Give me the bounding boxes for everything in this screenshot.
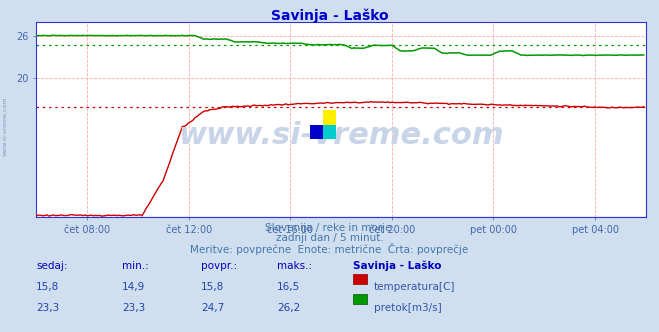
Bar (323, 124, 336, 139)
Text: pretok[m3/s]: pretok[m3/s] (374, 303, 442, 313)
Text: 24,7: 24,7 (201, 303, 224, 313)
Bar (310, 124, 323, 139)
Text: Meritve: povprečne  Enote: metrične  Črta: povprečje: Meritve: povprečne Enote: metrične Črta:… (190, 243, 469, 255)
Text: sedaj:: sedaj: (36, 261, 68, 271)
Text: 14,9: 14,9 (122, 282, 145, 292)
Text: 15,8: 15,8 (201, 282, 224, 292)
Bar (323, 110, 336, 124)
Text: Slovenija / reke in morje.: Slovenija / reke in morje. (264, 223, 395, 233)
Text: 23,3: 23,3 (36, 303, 59, 313)
Text: 23,3: 23,3 (122, 303, 145, 313)
Text: zadnji dan / 5 minut.: zadnji dan / 5 minut. (275, 233, 384, 243)
Text: www.si-vreme.com: www.si-vreme.com (178, 121, 504, 150)
Text: Savinja - Laško: Savinja - Laško (353, 261, 441, 271)
Text: 15,8: 15,8 (36, 282, 59, 292)
Text: povpr.:: povpr.: (201, 261, 237, 271)
Text: min.:: min.: (122, 261, 149, 271)
Text: www.si-vreme.com: www.si-vreme.com (3, 96, 8, 156)
Text: 16,5: 16,5 (277, 282, 300, 292)
Text: Savinja - Laško: Savinja - Laško (271, 8, 388, 23)
Text: maks.:: maks.: (277, 261, 312, 271)
Text: temperatura[C]: temperatura[C] (374, 282, 455, 292)
Text: 26,2: 26,2 (277, 303, 300, 313)
